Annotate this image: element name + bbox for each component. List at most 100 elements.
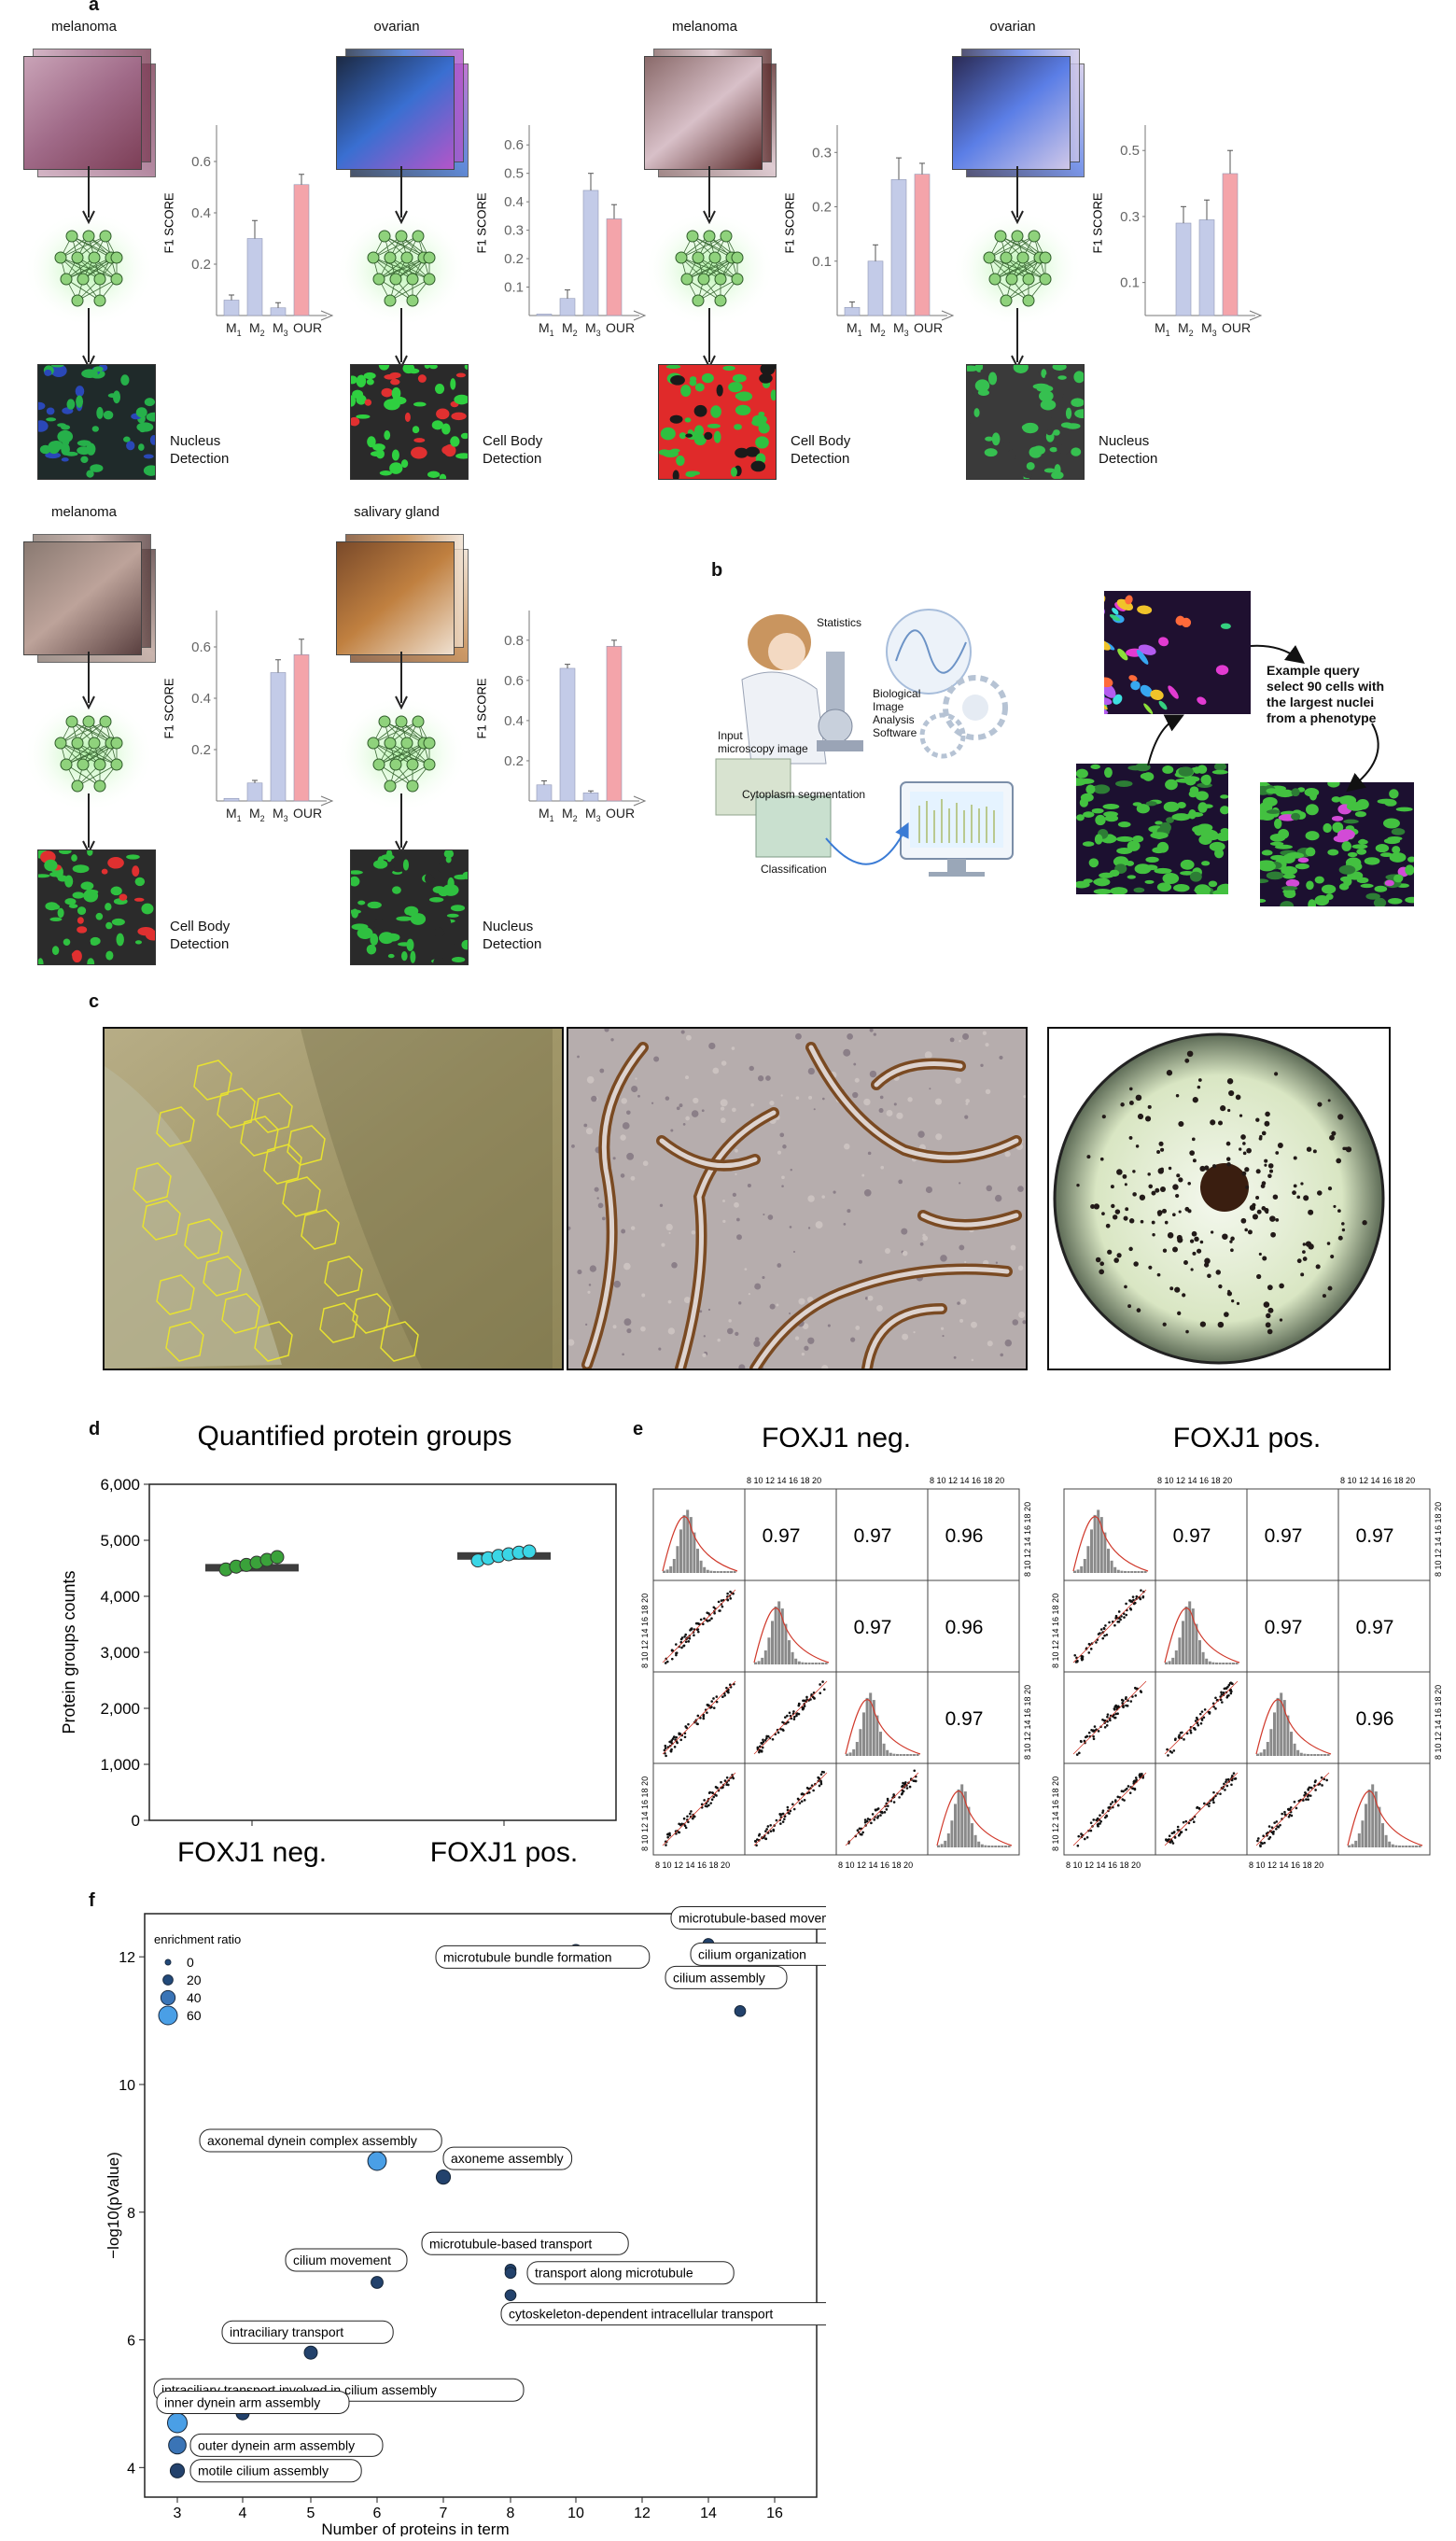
colony xyxy=(1207,1273,1211,1279)
colony xyxy=(1210,1119,1216,1126)
y-tick-label: 6,000 xyxy=(100,1476,140,1494)
segmented-cell xyxy=(351,908,358,919)
scatter-point xyxy=(1307,1793,1310,1797)
colony xyxy=(1133,1261,1139,1267)
segmented-cell xyxy=(68,904,78,908)
segmented-cell xyxy=(1044,372,1059,384)
colony xyxy=(1172,1184,1179,1190)
segmented-cell xyxy=(1152,847,1166,854)
detection-label: Nucleus Detection xyxy=(170,433,230,467)
histogram-bar xyxy=(763,1650,767,1664)
colony xyxy=(1178,1177,1183,1183)
histogram-bar xyxy=(1110,1560,1113,1573)
segmented-cell xyxy=(1040,399,1057,411)
scatter-point xyxy=(1092,1734,1095,1738)
segmented-cell xyxy=(766,365,776,371)
scatter-point xyxy=(810,1784,814,1787)
segmented-cell xyxy=(1280,901,1295,912)
histogram-bar xyxy=(730,1571,733,1573)
legend-marker xyxy=(158,2005,178,2026)
cell-outline xyxy=(380,1321,419,1362)
colony xyxy=(1101,1115,1106,1119)
scatter-point xyxy=(665,1844,667,1846)
histogram-bar xyxy=(1073,1570,1076,1573)
segmented-cell xyxy=(1003,438,1010,451)
segmented-cell xyxy=(1194,825,1204,836)
colony xyxy=(1229,1240,1233,1243)
colony xyxy=(1215,1270,1222,1275)
fit-line xyxy=(1164,1680,1239,1755)
scatter-point xyxy=(1170,1832,1174,1835)
histogram-bar xyxy=(944,1840,947,1847)
segmented-cell xyxy=(1197,765,1208,774)
scatter-point xyxy=(665,1660,669,1664)
y-tick-label: 4 xyxy=(127,2461,135,2477)
scatter-point xyxy=(710,1700,713,1703)
y-tick-label: 1,000 xyxy=(100,1756,140,1774)
histogram-bar xyxy=(1351,1844,1354,1847)
colony xyxy=(1172,1213,1176,1217)
scatter-point xyxy=(1101,1811,1104,1815)
segmented-cell xyxy=(1354,810,1366,818)
term-label: microtubule-based transport xyxy=(429,2236,592,2251)
colony xyxy=(1266,1313,1271,1319)
histogram-bar xyxy=(784,1623,788,1664)
cell-outline xyxy=(184,1218,223,1259)
network-node xyxy=(88,737,101,750)
histogram-bar xyxy=(1211,1662,1215,1664)
histogram-bar xyxy=(679,1529,682,1573)
scatter-point xyxy=(902,1790,905,1793)
segmented-cell xyxy=(105,903,112,911)
histogram-bar xyxy=(824,1663,828,1664)
histogram-bar xyxy=(1198,1640,1201,1664)
histogram-bar xyxy=(886,1749,889,1756)
query-result-image xyxy=(1253,779,1420,912)
colony xyxy=(1269,1215,1276,1222)
segmented-cell xyxy=(1062,393,1069,400)
segmented-cell xyxy=(126,441,135,451)
segmented-cell xyxy=(1057,443,1063,454)
segmented-cell xyxy=(1343,819,1359,824)
colony xyxy=(1259,1134,1263,1139)
segmented-cell xyxy=(441,423,451,435)
term-label-box xyxy=(156,2390,350,2414)
segmented-cell xyxy=(1076,814,1085,821)
segmented-cell xyxy=(728,382,743,393)
segmented-cell xyxy=(1053,429,1060,436)
bar xyxy=(223,797,240,802)
term-label: cilium assembly xyxy=(673,1970,765,1985)
segmented-cell xyxy=(101,868,108,875)
scatter-point xyxy=(818,1784,821,1788)
scatter-point xyxy=(708,1613,711,1617)
scatter-point xyxy=(1081,1658,1084,1662)
x-tick-label: M2 xyxy=(249,806,265,823)
segmented-cell xyxy=(1216,832,1231,842)
segmented-cell xyxy=(441,445,455,456)
scatter-point xyxy=(1272,1830,1275,1833)
scatter-point xyxy=(771,1737,775,1741)
scatter-point xyxy=(1207,1710,1211,1714)
scatter-point xyxy=(693,1634,695,1636)
matrix-cell xyxy=(1155,1488,1248,1581)
cell-outline xyxy=(319,1302,358,1343)
output-segmentation-image xyxy=(350,364,469,480)
axis-tick-labels: 8 10 12 14 16 18 20 xyxy=(1434,1685,1443,1760)
network-node xyxy=(93,779,106,793)
segmented-cell xyxy=(1165,779,1178,791)
histogram-bar xyxy=(805,1662,807,1664)
scatter-point xyxy=(805,1695,808,1699)
scatter-point xyxy=(1140,1773,1143,1776)
y-axis-label: −log10(pValue) xyxy=(105,2152,122,2259)
enrichment-point xyxy=(504,2267,517,2280)
axis-tick-labels: 8 10 12 14 16 18 20 xyxy=(930,1476,1004,1485)
scatter-point xyxy=(1135,1594,1139,1598)
scatter-point xyxy=(1226,1777,1230,1781)
fit-line xyxy=(753,1772,828,1846)
histogram-bar xyxy=(1316,1753,1320,1756)
scatter-point xyxy=(754,1840,757,1843)
colony xyxy=(1302,1242,1307,1246)
colony xyxy=(1161,1208,1167,1214)
colony xyxy=(1105,1223,1111,1228)
colony xyxy=(1113,1257,1119,1263)
colony xyxy=(1220,1105,1226,1112)
